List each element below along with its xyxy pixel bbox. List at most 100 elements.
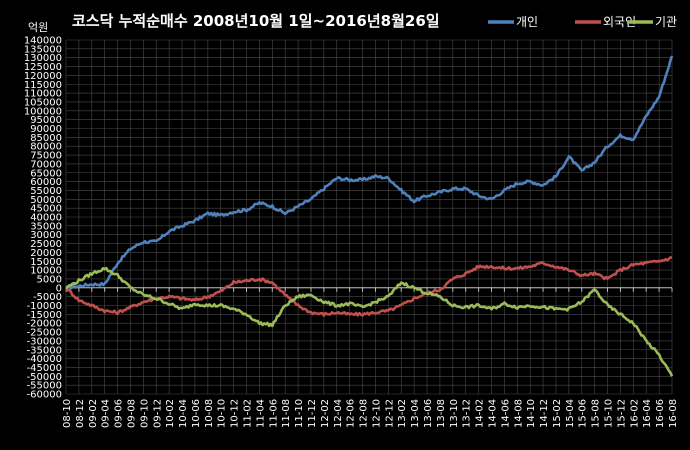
legend: 개인 외국인 기관 — [488, 15, 677, 29]
y-tick-label: -45000 — [27, 363, 62, 374]
x-tick-label: 09-06 — [114, 399, 125, 428]
series-line-1 — [65, 55, 674, 290]
y-tick-label: 35000 — [30, 221, 62, 232]
y-tick-label: 15000 — [30, 257, 62, 268]
y-tick-label: 10000 — [30, 266, 62, 277]
y-tick-label: 105000 — [24, 97, 62, 108]
x-tick-label: 13-10 — [449, 399, 460, 428]
y-tick-label: -15000 — [27, 310, 62, 321]
x-tick-label: 11-08 — [281, 399, 292, 428]
y-tick-label: 55000 — [30, 186, 62, 197]
y-tick-label: -60000 — [27, 390, 62, 401]
x-tick-label: 10-08 — [204, 399, 215, 428]
y-tick-label: 125000 — [24, 62, 62, 73]
x-tick-label: 13-04 — [410, 399, 421, 428]
x-tick-label: 15-10 — [604, 399, 615, 428]
x-tick-label: 09-12 — [152, 399, 163, 428]
y-tick-label: -5000 — [33, 292, 62, 303]
x-tick-label: 12-02 — [320, 399, 331, 428]
x-tick-label: 12-12 — [384, 399, 395, 428]
y-tick-label: 90000 — [30, 124, 62, 135]
y-tick-label: -35000 — [27, 345, 62, 356]
y-tick-label: 75000 — [30, 151, 62, 162]
x-tick-label: 14-10 — [526, 399, 537, 428]
x-tick-label: 14-02 — [475, 399, 486, 428]
x-tick-label: 12-10 — [371, 399, 382, 428]
y-tick-label: 65000 — [30, 168, 62, 179]
y-tick-label: 40000 — [30, 213, 62, 224]
y-axis-ticks: -60000-55000-50000-45000-40000-35000-300… — [24, 36, 62, 401]
legend-label-3: 기관 — [655, 15, 677, 29]
unit-label: 억원 — [28, 21, 48, 34]
y-tick-label: -50000 — [27, 372, 62, 383]
x-tick-label: 16-02 — [629, 399, 640, 428]
y-tick-label: 100000 — [24, 106, 62, 117]
series-line-3 — [65, 266, 674, 377]
y-tick-label: -40000 — [27, 354, 62, 365]
x-tick-label: 08-12 — [75, 399, 86, 428]
y-tick-label: -20000 — [27, 319, 62, 330]
y-tick-label: 20000 — [30, 248, 62, 259]
x-tick-label: 10-06 — [191, 399, 202, 428]
legend-label-2: 외국인 — [603, 15, 636, 29]
y-tick-label: 140000 — [24, 36, 62, 47]
y-tick-label: 0 — [56, 283, 62, 294]
x-tick-label: 15-02 — [552, 399, 563, 428]
x-tick-label: 15-12 — [616, 399, 627, 428]
x-tick-label: 14-06 — [500, 399, 511, 428]
x-tick-label: 11-12 — [307, 399, 318, 428]
x-tick-label: 13-06 — [423, 399, 434, 428]
x-tick-label: 08-10 — [62, 399, 73, 428]
x-tick-label: 10-04 — [178, 399, 189, 428]
x-tick-label: 13-08 — [436, 399, 447, 428]
y-tick-label: 70000 — [30, 159, 62, 170]
x-tick-label: 16-08 — [668, 399, 679, 428]
y-tick-label: -10000 — [27, 301, 62, 312]
y-tick-label: 85000 — [30, 133, 62, 144]
x-tick-label: 10-12 — [230, 399, 241, 428]
x-tick-label: 14-08 — [513, 399, 524, 428]
x-tick-label: 13-12 — [462, 399, 473, 428]
x-tick-label: 11-04 — [255, 399, 266, 428]
y-tick-label: 45000 — [30, 204, 62, 215]
x-tick-label: 10-10 — [217, 399, 228, 428]
y-tick-label: 115000 — [24, 80, 62, 91]
x-tick-label: 09-04 — [101, 399, 112, 428]
y-tick-label: 95000 — [30, 115, 62, 126]
x-tick-label: 15-08 — [591, 399, 602, 428]
y-tick-label: 80000 — [30, 142, 62, 153]
chart-title: 코스닥 누적순매수 2008년10월 1일~2016년8월26일 — [72, 12, 440, 30]
x-tick-label: 12-04 — [333, 399, 344, 428]
y-tick-label: 60000 — [30, 177, 62, 188]
x-tick-label: 16-04 — [642, 399, 653, 428]
x-tick-label: 10-02 — [165, 399, 176, 428]
y-tick-label: 110000 — [24, 89, 62, 100]
legend-label-1: 개인 — [516, 15, 538, 29]
x-axis-ticks: 08-10 08-12 09-02 09-04 09-06 09-08 09-10 09-12… — [62, 399, 679, 428]
y-tick-label: -30000 — [27, 336, 62, 347]
x-tick-label: 15-04 — [565, 399, 576, 428]
x-tick-label: 09-02 — [88, 399, 99, 428]
series-line-2 — [64, 256, 673, 317]
y-tick-label: 50000 — [30, 195, 62, 206]
x-tick-label: 14-12 — [539, 399, 550, 428]
x-tick-label: 15-06 — [578, 399, 589, 428]
y-tick-label: -25000 — [27, 328, 62, 339]
series-group — [64, 55, 674, 377]
y-tick-label: 5000 — [37, 274, 62, 285]
x-tick-label: 09-08 — [126, 399, 137, 428]
y-tick-label: -55000 — [27, 381, 62, 392]
x-tick-label: 09-10 — [139, 399, 150, 428]
x-tick-label: 12-06 — [346, 399, 357, 428]
x-tick-label: 12-08 — [359, 399, 370, 428]
x-tick-label: 11-10 — [294, 399, 305, 428]
y-tick-label: 25000 — [30, 239, 62, 250]
y-tick-label: 135000 — [24, 44, 62, 55]
y-tick-label: 30000 — [30, 230, 62, 241]
y-tick-label: 130000 — [24, 53, 62, 64]
x-tick-label: 14-04 — [487, 399, 498, 428]
grid — [65, 39, 673, 395]
y-tick-label: 120000 — [24, 71, 62, 82]
